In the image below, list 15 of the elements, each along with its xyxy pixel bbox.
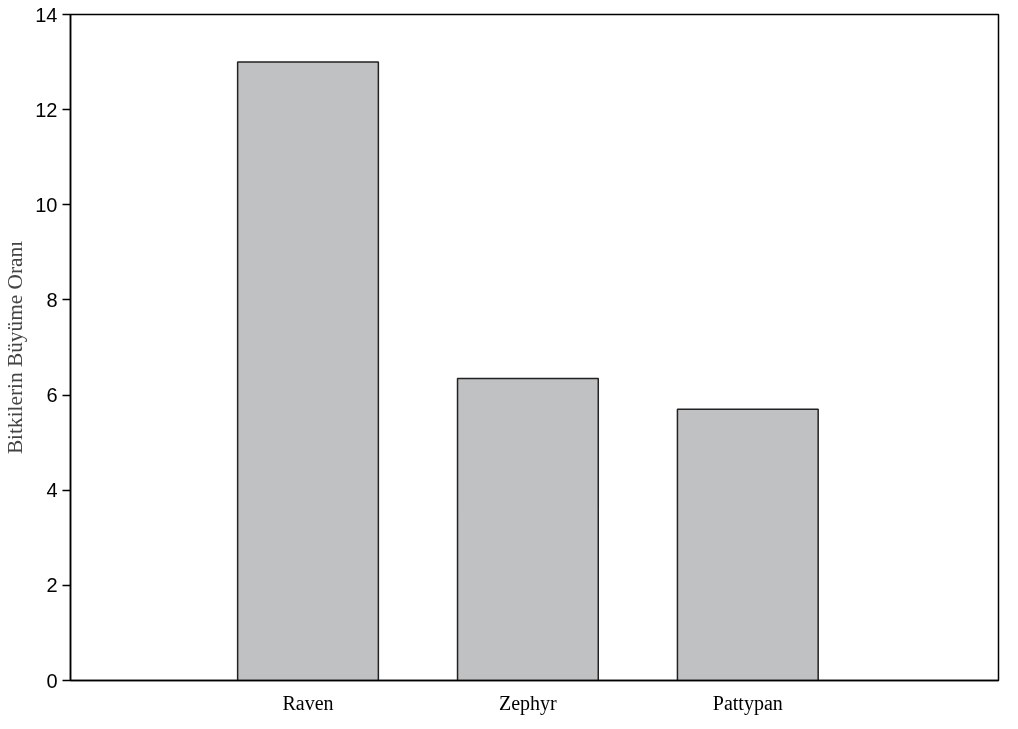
- y-tick-label: 6: [46, 384, 58, 407]
- x-tick-label: Zephyr: [499, 691, 558, 715]
- bar: [456, 377, 600, 681]
- x-tick-label: Pattypan: [712, 691, 783, 715]
- y-tick-label: 8: [46, 288, 58, 311]
- y-axis-title: Bitkilerin Büyüme Oranı: [3, 240, 28, 455]
- y-tick-label: 10: [35, 193, 58, 216]
- y-tick-label: 4: [46, 479, 58, 502]
- x-tick-label: Raven: [282, 691, 334, 714]
- bar: [676, 408, 819, 681]
- bar: [236, 61, 380, 681]
- y-tick-label: 0: [46, 669, 58, 692]
- y-tick-label: 14: [35, 3, 58, 26]
- y-tick-label: 2: [46, 574, 58, 597]
- y-tick-label: 12: [35, 98, 58, 121]
